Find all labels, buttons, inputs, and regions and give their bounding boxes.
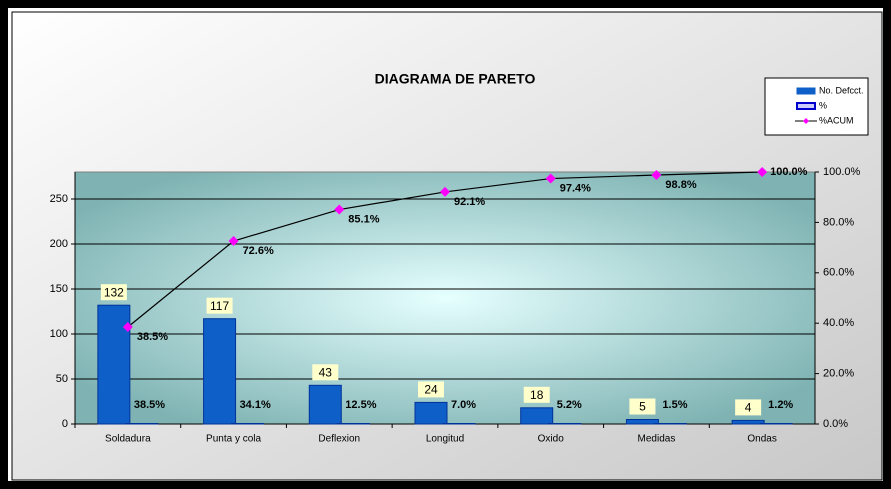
data-label: 72.6% <box>243 245 274 257</box>
data-label: 38.5% <box>137 331 168 343</box>
bar <box>759 423 793 425</box>
data-label: 5 <box>639 400 646 414</box>
data-label-bg <box>312 364 339 381</box>
data-label: 100.0% <box>770 166 808 178</box>
x-tick-label: Deflexion <box>318 434 360 445</box>
data-label-bg <box>206 297 233 314</box>
bar <box>203 318 237 425</box>
data-label: 4 <box>745 401 752 415</box>
x-tick-label: Soldadura <box>105 434 151 445</box>
legend-label: % <box>819 100 827 110</box>
legend-label: No. Defcct. <box>819 85 864 95</box>
y2-tick-label: 20.0% <box>823 368 854 380</box>
bar <box>97 304 131 425</box>
y-tick-label: 150 <box>50 283 68 295</box>
y-tick-label: 200 <box>50 238 68 250</box>
data-label: 1.5% <box>662 399 687 411</box>
bar <box>125 423 159 425</box>
data-label: 1.2% <box>768 399 793 411</box>
data-label: 92.1% <box>454 196 485 208</box>
point <box>545 173 556 184</box>
bar <box>308 384 342 425</box>
bar <box>625 419 659 425</box>
y2-tick-label: 0.0% <box>823 418 848 430</box>
y-tick-label: 50 <box>56 373 68 385</box>
point <box>122 321 133 332</box>
x-tick-label: Ondas <box>747 434 776 445</box>
data-label: 132 <box>104 285 124 299</box>
point <box>440 186 450 197</box>
legend <box>764 77 869 136</box>
point <box>334 204 345 215</box>
bar <box>414 401 448 425</box>
data-label: 7.0% <box>451 399 476 411</box>
x-tick-label: Oxido <box>538 434 565 445</box>
data-label-bg <box>418 381 444 398</box>
x-tick-label: Longitud <box>426 434 464 445</box>
x-tick-label: Medidas <box>638 434 676 445</box>
y2-tick-label: 100.0% <box>823 166 861 178</box>
bar <box>442 423 476 425</box>
y-tick-label: 100 <box>50 328 68 340</box>
data-label: 98.8% <box>665 179 696 191</box>
x-tick-label: Punta y cola <box>206 434 261 445</box>
bar <box>653 423 687 425</box>
data-label: 85.1% <box>348 213 379 225</box>
bar <box>731 419 765 425</box>
data-label-bg <box>735 399 762 416</box>
data-label: 12.5% <box>345 399 376 411</box>
data-label: 97.4% <box>560 182 591 194</box>
point <box>651 170 662 181</box>
data-label-bg <box>523 386 550 403</box>
plot-area <box>74 171 816 425</box>
bar <box>336 423 370 425</box>
legend-swatch <box>803 118 809 124</box>
data-label: 43 <box>319 365 333 379</box>
y2-tick-label: 80.0% <box>823 216 854 228</box>
y2-tick-label: 40.0% <box>823 317 854 329</box>
y2-tick-label: 60.0% <box>823 267 854 279</box>
y-tick-label: 250 <box>50 193 68 205</box>
data-label: 18 <box>530 388 544 402</box>
data-label: 117 <box>210 299 229 313</box>
y-tick-label: 0 <box>62 418 68 430</box>
data-label: 38.5% <box>134 399 165 411</box>
data-label-bg <box>100 284 127 301</box>
bar <box>231 423 265 425</box>
data-label: 24 <box>424 383 438 397</box>
legend-swatch <box>796 102 816 110</box>
data-label-bg <box>629 398 656 415</box>
bar <box>548 423 582 425</box>
legend-label: %ACUM <box>819 115 854 125</box>
chart-title: DIAGRAMA DE PARETO <box>375 71 536 87</box>
bar <box>520 407 554 425</box>
point <box>228 236 239 247</box>
data-label: 5.2% <box>557 399 582 411</box>
legend-swatch <box>796 87 816 95</box>
data-label: 34.1% <box>240 399 271 411</box>
point <box>757 167 768 177</box>
